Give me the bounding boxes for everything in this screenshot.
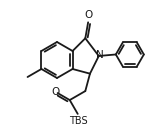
Text: TBS: TBS (69, 116, 88, 126)
Text: O: O (84, 10, 93, 20)
Text: O: O (51, 87, 60, 97)
Text: N: N (96, 51, 104, 60)
